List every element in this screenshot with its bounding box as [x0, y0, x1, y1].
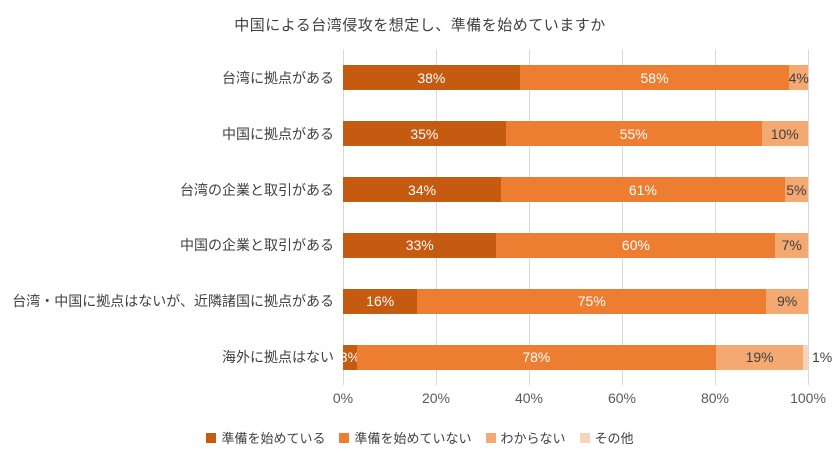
- bar-track: 33% 60% 7%: [343, 232, 808, 258]
- x-axis-tick: 100%: [790, 390, 826, 406]
- bar-segment: 16%: [343, 288, 418, 314]
- legend-swatch: [485, 432, 496, 443]
- segment-label: 60%: [621, 237, 650, 254]
- segment-label: 19%: [745, 349, 774, 366]
- legend-label: 準備を始めていない: [354, 431, 472, 446]
- x-axis: 0% 20% 40% 60% 80% 100%: [333, 390, 826, 408]
- x-axis-tick: 0%: [332, 390, 354, 406]
- bar-track: 3% 78% 19% 1%: [339, 344, 832, 370]
- x-axis-tick: 20%: [421, 390, 451, 406]
- segment-label: 55%: [619, 125, 648, 142]
- segment-label: 4%: [788, 69, 809, 86]
- segment-label: 75%: [577, 293, 606, 310]
- legend-label: 準備を始めている: [221, 431, 326, 446]
- category-label: 中国の企業と取引がある: [180, 237, 334, 254]
- bar-segment: 3%: [339, 344, 361, 370]
- gridline: [622, 50, 623, 385]
- bar-segment: 4%: [788, 65, 809, 91]
- bar-segment: 1%: [803, 344, 832, 370]
- bar-segment: 7%: [775, 232, 808, 258]
- bar-segment: 34%: [343, 177, 502, 203]
- legend-item: 準備を始めていない: [339, 428, 472, 447]
- category-label: 台湾に拠点がある: [222, 69, 334, 86]
- legend-item: その他: [579, 428, 634, 447]
- legend-item: わからない: [485, 428, 566, 447]
- segment-label: 61%: [628, 181, 657, 198]
- chart-title: 中国による台湾侵攻を想定し、準備を始めていますか: [234, 17, 606, 34]
- segment-label: 78%: [522, 349, 551, 366]
- bar-segment: 61%: [501, 177, 785, 203]
- bar-segment: 19%: [715, 344, 804, 370]
- gridline: [436, 50, 437, 385]
- segment-label: 58%: [640, 69, 669, 86]
- bar-segment: 75%: [417, 288, 767, 314]
- bar-row: 台湾・中国に拠点はないが、近隣諸国に拠点がある 16% 75% 9%: [0, 273, 808, 329]
- bar-segment: 78%: [356, 344, 716, 370]
- gridline: [808, 50, 809, 385]
- legend-label: その他: [594, 431, 634, 446]
- bar-segment: 35%: [343, 121, 506, 147]
- segment-label: 34%: [408, 181, 437, 198]
- x-axis-tick: 60%: [607, 390, 637, 406]
- bar-segment: 9%: [766, 288, 808, 314]
- segment-label: 16%: [366, 293, 395, 310]
- bar-row: 台湾に拠点がある 38% 58% 4%: [0, 50, 809, 106]
- segment-label: 9%: [776, 293, 798, 310]
- bar-segment: 55%: [505, 121, 762, 147]
- gridline: [715, 50, 716, 385]
- legend-swatch: [339, 432, 350, 443]
- bar-segment: 60%: [496, 232, 776, 258]
- segment-label: 7%: [781, 237, 802, 254]
- category-label: 中国に拠点がある: [222, 125, 334, 142]
- legend: 準備を始めている 準備を始めていない わからない その他: [0, 428, 840, 447]
- segment-label: 33%: [405, 237, 434, 254]
- segment-label: 1%: [811, 349, 833, 366]
- bar-segment: 38%: [343, 65, 520, 91]
- category-label: 台湾の企業と取引がある: [180, 181, 334, 198]
- bar-segment: 5%: [784, 177, 808, 203]
- bar-row: 中国に拠点がある 35% 55% 10%: [0, 106, 808, 162]
- legend-item: 準備を始めている: [206, 428, 325, 447]
- bar-rows: 台湾に拠点がある 38% 58% 4% 中国に拠点がある 35% 55% 10% 台湾の企業と取…: [0, 50, 832, 385]
- segment-label: 10%: [770, 125, 799, 142]
- legend-swatch: [206, 432, 217, 443]
- bar-row: 中国の企業と取引がある 33% 60% 7%: [0, 217, 808, 273]
- category-label: 台湾・中国に拠点はないが、近隣諸国に拠点がある: [12, 293, 334, 310]
- bar-row: 台湾の企業と取引がある 34% 61% 5%: [0, 162, 808, 218]
- bar-track: 38% 58% 4%: [343, 65, 809, 91]
- plot-gridlines: [343, 50, 809, 385]
- segment-label: 35%: [410, 125, 439, 142]
- category-label: 海外に拠点はない: [222, 349, 334, 366]
- segment-label: 3%: [339, 349, 361, 366]
- bar-track: 16% 75% 9%: [343, 288, 808, 314]
- legend-label: わからない: [500, 431, 566, 446]
- gridline: [529, 50, 530, 385]
- bar-track: 34% 61% 5%: [343, 177, 808, 203]
- bar-segment: 10%: [761, 121, 808, 147]
- bar-row: 海外に拠点はない 3% 78% 19% 1%: [0, 329, 832, 385]
- segment-label: 5%: [786, 181, 807, 198]
- legend-swatch: [579, 432, 590, 443]
- segment-label: 38%: [417, 69, 446, 86]
- bar-segment: 58%: [519, 65, 790, 91]
- x-axis-tick: 40%: [514, 390, 544, 406]
- gridline: [343, 50, 344, 385]
- bar-track: 35% 55% 10%: [343, 121, 808, 147]
- bar-segment: 33%: [343, 232, 497, 258]
- x-axis-tick: 80%: [700, 390, 730, 406]
